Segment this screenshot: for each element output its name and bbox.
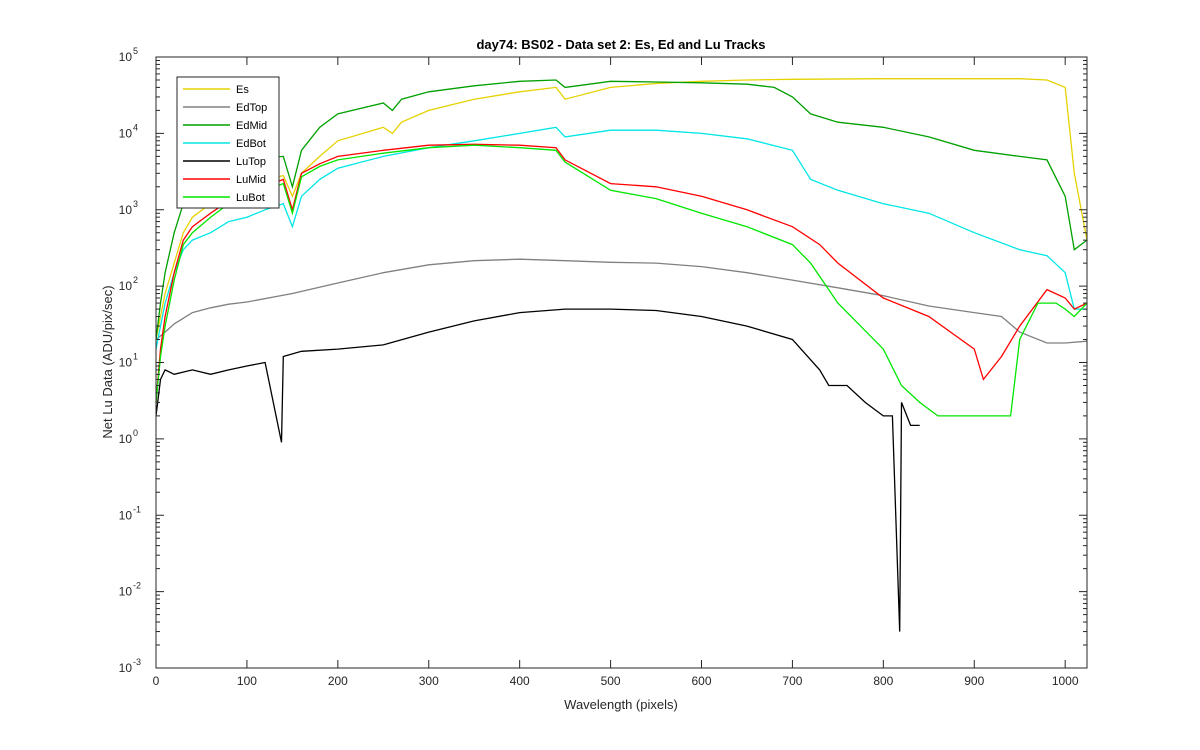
x-tick-label: 600 xyxy=(691,674,711,688)
series-line-lumid xyxy=(156,143,1087,403)
y-tick-exponent: 0 xyxy=(133,428,138,438)
legend-label-edtop: EdTop xyxy=(236,102,267,114)
legend-label-es: Es xyxy=(236,84,249,96)
y-tick-label: 10 xyxy=(119,279,133,293)
y-tick-label: 10 xyxy=(119,50,133,64)
x-tick-label: 700 xyxy=(782,674,802,688)
y-tick-exponent: -2 xyxy=(133,581,141,591)
y-tick-label: 10 xyxy=(119,432,133,446)
x-tick-label: 800 xyxy=(873,674,893,688)
series-line-lutop xyxy=(156,308,920,632)
legend-label-lutop: LuTop xyxy=(236,156,266,168)
series-line-lubot xyxy=(156,144,1087,417)
legend-label-edbot: EdBot xyxy=(236,138,266,150)
x-tick-label: 900 xyxy=(964,674,984,688)
series-line-edbot xyxy=(156,126,1087,350)
y-tick-exponent: 3 xyxy=(133,199,138,209)
y-tick-label: 10 xyxy=(119,508,133,522)
x-tick-label: 500 xyxy=(601,674,621,688)
y-tick-exponent: -3 xyxy=(133,657,141,667)
y-tick-exponent: 4 xyxy=(133,122,138,132)
legend-label-lumid: LuMid xyxy=(236,174,266,186)
x-tick-label: 300 xyxy=(419,674,439,688)
x-tick-label: 1000 xyxy=(1052,674,1079,688)
plot-area xyxy=(155,56,1088,669)
y-tick-label: 10 xyxy=(119,126,133,140)
y-tick-exponent: 5 xyxy=(133,46,138,56)
y-tick-exponent: -1 xyxy=(133,504,141,514)
legend-label-edmid: EdMid xyxy=(236,120,267,132)
x-tick-label: 400 xyxy=(510,674,530,688)
y-tick-label: 10 xyxy=(119,356,133,370)
x-axis: 0 100 200 300 400 500 600 700 800 900 1000 xyxy=(153,57,1079,688)
plot-background xyxy=(156,57,1087,668)
x-tick-label: 0 xyxy=(153,674,160,688)
legend: Es EdTop EdMid EdBot LuTop LuMid LuBot xyxy=(176,76,280,209)
x-tick-label: 200 xyxy=(328,674,348,688)
y-tick-label: 10 xyxy=(119,585,133,599)
y-axis-label: Net Lu Data (ADU/pix/sec) xyxy=(100,285,115,438)
y-tick-label: 10 xyxy=(119,203,133,217)
y-tick-exponent: 2 xyxy=(133,275,138,285)
legend-label-lubot: LuBot xyxy=(236,192,265,204)
chart-title: day74: BS02 - Data set 2: Es, Ed and Lu … xyxy=(476,37,765,52)
series-line-edtop xyxy=(156,258,1087,344)
x-axis-label: Wavelength (pixels) xyxy=(564,697,678,712)
y-tick-exponent: 1 xyxy=(133,352,138,362)
x-tick-label: 100 xyxy=(237,674,257,688)
y-tick-label: 10 xyxy=(119,661,133,675)
